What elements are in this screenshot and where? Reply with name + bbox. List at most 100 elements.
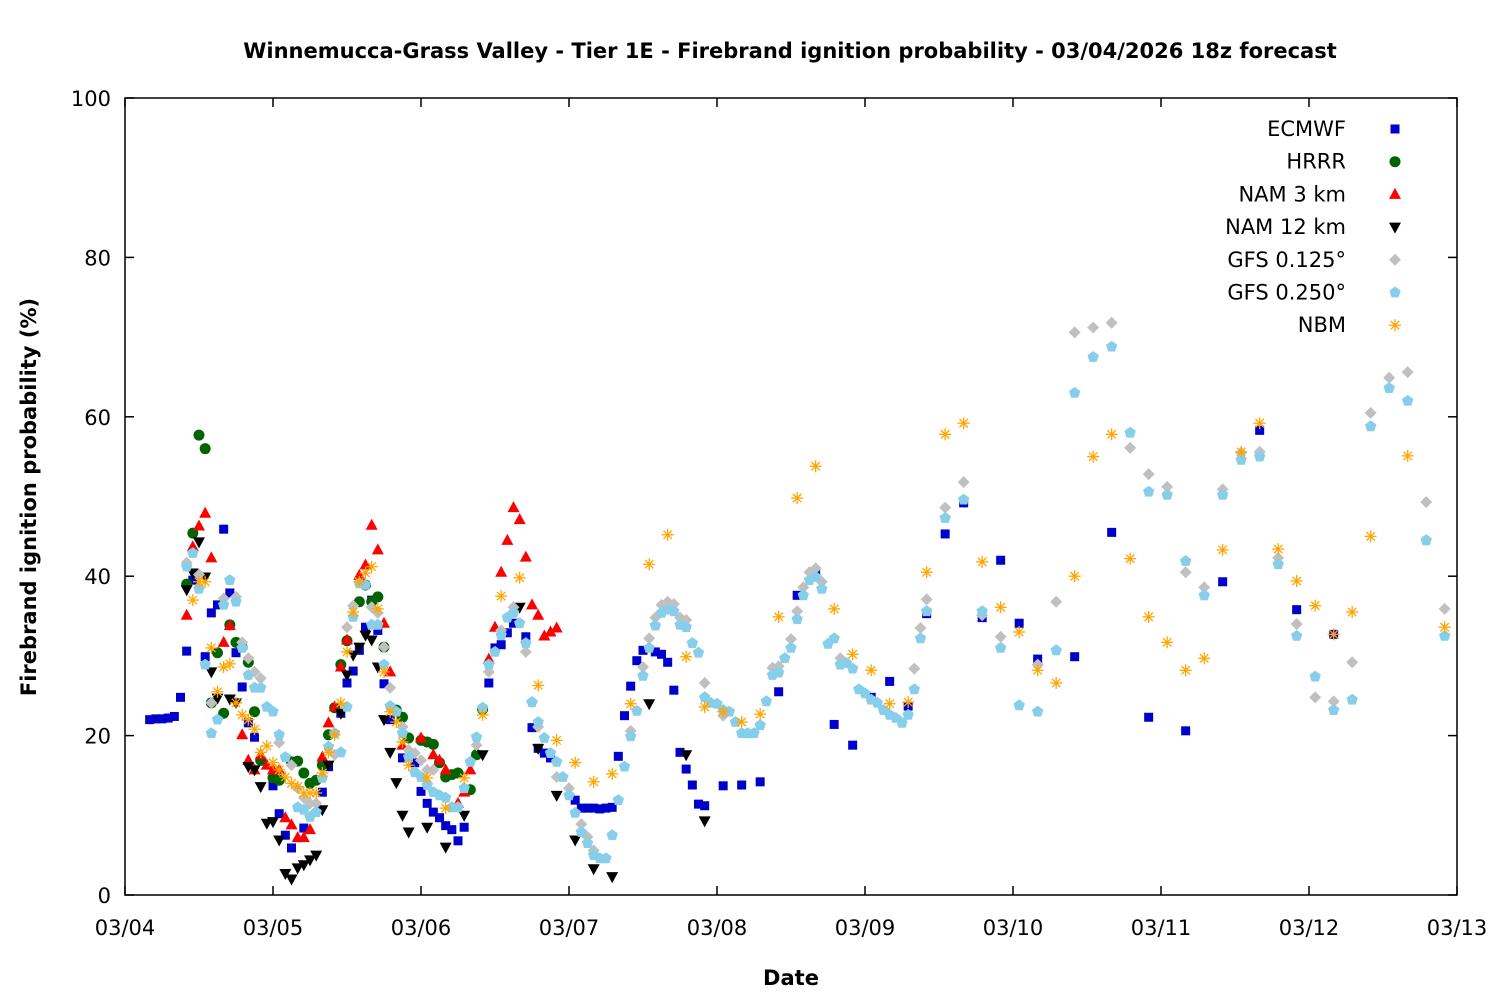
data-point: [163, 713, 173, 723]
data-point: [1420, 534, 1432, 546]
series-nam-12-km: [180, 537, 711, 886]
data-point: [297, 860, 310, 872]
data-point: [532, 743, 545, 755]
data-point: [299, 823, 309, 833]
data-point: [242, 713, 255, 726]
data-point: [310, 850, 323, 862]
data-point: [224, 574, 236, 585]
data-point: [231, 648, 241, 658]
data-point: [785, 641, 797, 653]
data-point: [1290, 574, 1303, 587]
data-point: [501, 533, 514, 545]
data-point: [1143, 485, 1155, 497]
data-point: [428, 807, 438, 817]
data-point: [1198, 652, 1211, 665]
data-point: [422, 798, 432, 808]
data-point: [211, 693, 224, 705]
data-point: [328, 728, 341, 741]
data-point: [328, 700, 341, 712]
data-point: [459, 822, 469, 832]
data-point: [273, 736, 286, 749]
data-point: [569, 806, 581, 818]
data-point: [470, 739, 483, 752]
x-tick-label: 03/12: [1279, 916, 1340, 940]
data-point: [940, 529, 950, 539]
data-point: [737, 780, 747, 790]
data-point: [848, 740, 858, 750]
data-point: [638, 645, 648, 655]
data-point: [180, 585, 193, 597]
data-point: [1013, 625, 1026, 638]
data-point: [1068, 326, 1081, 339]
data-point: [1087, 450, 1100, 463]
legend-label: NBM: [1298, 313, 1346, 337]
data-point: [809, 562, 822, 575]
series-nam-3-km: [180, 501, 563, 843]
data-point: [519, 645, 532, 658]
legend-marker: [1389, 286, 1401, 298]
data-point: [637, 669, 649, 681]
data-point: [569, 756, 582, 769]
data-point: [606, 872, 619, 884]
x-tick-label: 03/09: [835, 916, 896, 940]
data-point: [1050, 676, 1063, 689]
data-point: [199, 658, 211, 670]
data-point: [496, 640, 506, 650]
data-point: [236, 641, 248, 653]
data-point: [797, 589, 809, 601]
data-point: [255, 681, 267, 693]
data-point: [453, 836, 463, 846]
data-point: [217, 635, 230, 647]
data-point: [334, 660, 347, 672]
data-point: [193, 537, 205, 549]
data-point: [403, 751, 415, 762]
plot-frame: [124, 97, 1458, 896]
data-point: [489, 645, 501, 657]
data-point: [1438, 602, 1451, 615]
data-point: [1161, 636, 1174, 649]
data-point: [1328, 704, 1340, 715]
data-point: [248, 723, 261, 736]
data-point: [1124, 552, 1137, 565]
data-point: [483, 658, 495, 670]
data-point: [279, 868, 292, 880]
data-point: [711, 697, 723, 709]
data-point: [1180, 555, 1192, 566]
x-tick-label: 03/08: [687, 916, 748, 940]
data-point: [268, 781, 278, 791]
data-point: [698, 676, 711, 689]
data-point: [415, 731, 427, 743]
data-point: [452, 767, 464, 779]
data-point: [206, 608, 216, 618]
data-point: [1439, 630, 1451, 641]
data-point: [1420, 496, 1433, 509]
data-point: [291, 863, 304, 875]
data-point: [285, 874, 298, 886]
y-tick-label: 20: [84, 725, 111, 749]
x-tick-label: 03/07: [539, 916, 600, 940]
data-point: [643, 632, 656, 645]
data-point: [1106, 340, 1118, 352]
data-point: [755, 777, 765, 787]
data-point: [181, 560, 193, 572]
legend-marker: [1389, 319, 1401, 332]
chart-title: Winnemucca-Grass Valley - Tier 1E - Fire…: [243, 39, 1337, 63]
data-point: [390, 716, 403, 729]
data-point: [700, 801, 710, 811]
data-point: [470, 731, 483, 742]
data-point: [421, 822, 434, 834]
x-tick-label: 03/11: [1131, 916, 1192, 940]
data-point: [402, 759, 415, 772]
data-point: [219, 524, 229, 534]
data-point: [774, 687, 784, 697]
data-point: [908, 683, 920, 695]
data-point: [433, 753, 446, 765]
data-point: [205, 727, 217, 739]
data-point: [317, 787, 327, 797]
data-point: [847, 662, 859, 674]
data-point: [1346, 606, 1359, 619]
data-point: [310, 797, 323, 810]
data-point: [372, 591, 384, 603]
data-point: [601, 803, 611, 813]
data-point: [550, 621, 563, 633]
